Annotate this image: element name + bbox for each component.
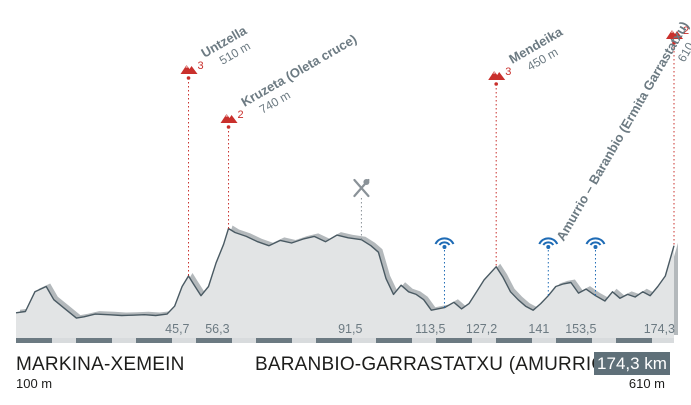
axis-segment <box>136 338 172 343</box>
axis-segment <box>376 338 412 343</box>
profile-line <box>15 227 675 319</box>
axis-segment <box>16 338 52 343</box>
marker-lines <box>186 41 676 308</box>
axis-segment <box>436 338 472 343</box>
axis-segment <box>76 338 112 343</box>
profile-area <box>15 227 675 338</box>
distance-tick-label: 113,5 <box>415 322 445 336</box>
total-distance-badge: 174,3 km <box>594 352 670 375</box>
climb-category: 3 <box>198 60 204 72</box>
climb-name: Amurrio – Baranbio (Ermita Garrastatxu) <box>553 19 691 244</box>
distance-tick-label: 141 <box>528 322 549 336</box>
distance-tick-label: 153,5 <box>565 322 596 336</box>
axis-segment <box>196 338 232 343</box>
distance-tick-label: 127,2 <box>466 322 497 336</box>
climb-label-group: Amurrio – Baranbio (Ermita Garrastatxu)6… <box>553 19 691 244</box>
finish-location: BARANBIO-GARRASTATXU (AMURRIO) <box>255 354 613 375</box>
mountain-icon <box>220 114 238 123</box>
axis-segment <box>316 338 352 343</box>
distance-tick-label: 56,3 <box>205 322 229 336</box>
climb-label-group: Kruzeta (Oleta cruce)740 m <box>239 31 360 116</box>
axis-segment <box>616 338 652 343</box>
signal-icon <box>538 237 559 249</box>
distance-tick-labels: 45,7 56,3 91,5 113,5 127,2 141 153,5 174,3 <box>165 322 675 336</box>
profile-icons <box>353 178 606 249</box>
mountain-icon <box>666 30 683 39</box>
climb-category: 3 <box>505 66 511 78</box>
mountain-icon <box>488 71 506 80</box>
axis-segment <box>556 338 592 343</box>
climb-category: 2 <box>238 109 244 121</box>
start-altitude: 100 m <box>16 376 53 391</box>
finish-altitude: 610 m <box>628 376 665 391</box>
climb-marker-dot <box>672 41 676 45</box>
climb-name: Kruzeta (Oleta cruce) <box>239 31 360 109</box>
axis-segment <box>496 338 532 343</box>
signal-icon <box>434 237 455 249</box>
distance-axis <box>16 338 674 343</box>
distance-tick-label: 45,7 <box>165 322 189 336</box>
distance-tick-label: 91,5 <box>338 322 362 336</box>
climb-marker-dot <box>186 76 191 80</box>
knife-fork-icon <box>353 178 370 198</box>
signal-icon <box>585 237 606 249</box>
climb-marker-dot <box>494 82 498 86</box>
distance-tick-label: 174,3 <box>644 322 675 336</box>
profile-area-shape <box>16 228 674 338</box>
mountain-icon <box>180 65 198 74</box>
climb-marker-dot <box>226 125 231 129</box>
climb-category: 2 <box>683 25 689 37</box>
axis-segment <box>256 338 292 343</box>
start-location: MARKINA-XEMEIN <box>16 354 185 375</box>
